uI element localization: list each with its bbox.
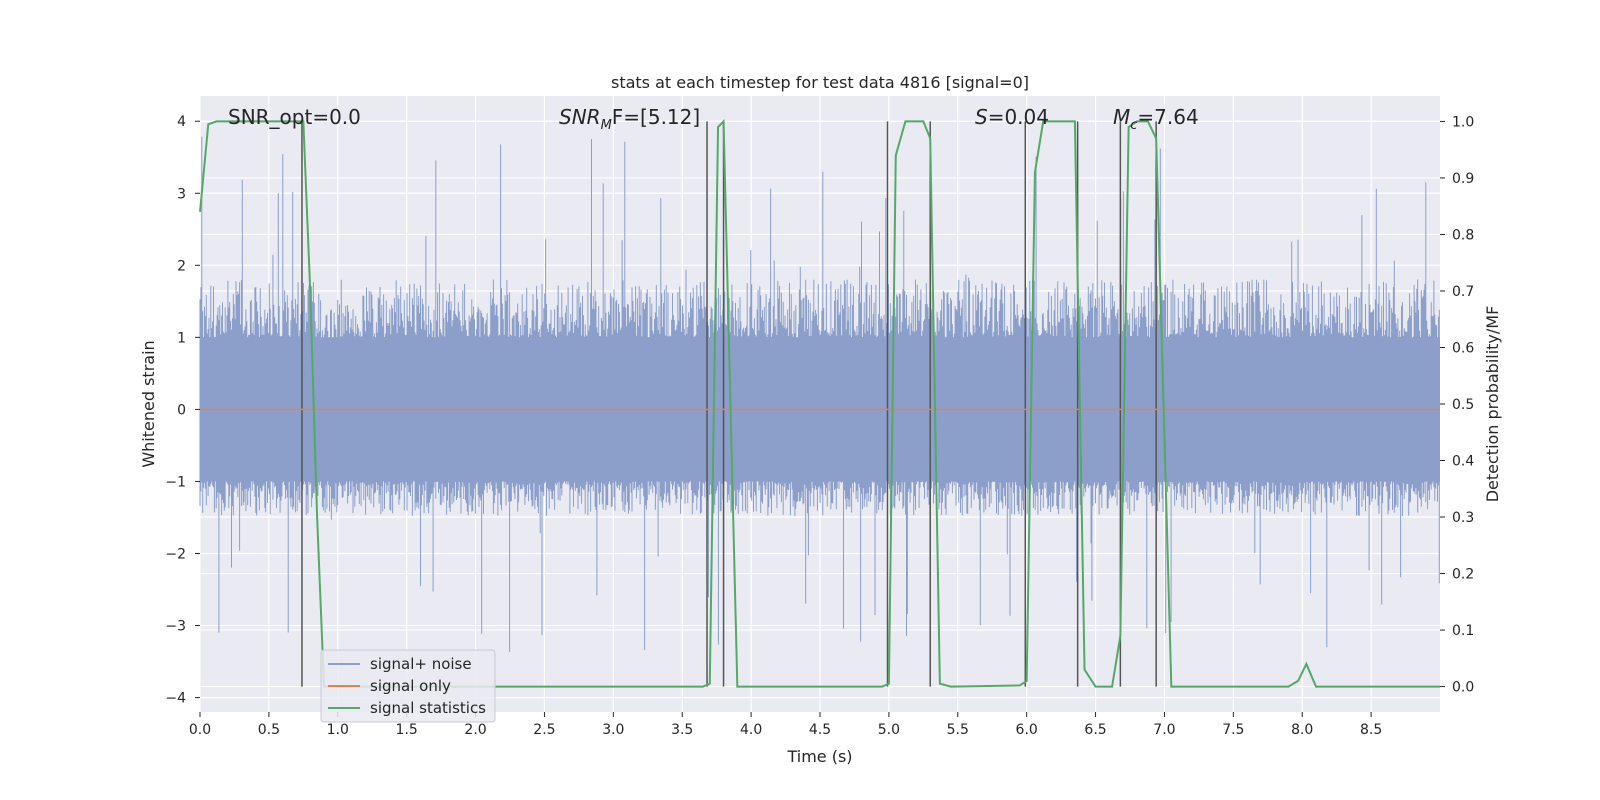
ticks: 0.0 0.5 1.0 1.5 2.0 2.5 3.0 3.5 4.0 4.5 5.0 5.5 6.0 6… [165,114,1474,738]
x-tick-label: 4.0 [740,722,762,738]
x-axis-label: Time (s) [786,747,852,766]
x-tick-label: 0.0 [189,722,211,738]
legend: signal+ noise signal only signal statist… [320,649,496,723]
y-left-tick-label: −1 [165,474,186,490]
annotation-s: S=0.04 [975,105,1049,129]
y-right-tick-label: 0.3 [1452,510,1474,526]
y-axis-right-label: Detection probability/MF [1483,306,1502,503]
y-left-tick-label: 1 [177,330,186,346]
x-tick-label: 3.5 [671,722,693,738]
y-right-tick-label: 0.1 [1452,623,1474,639]
annotation-mc: Mc=7.64 [1113,105,1199,133]
x-tick-label: 7.0 [1153,722,1175,738]
x-tick-label: 2.0 [464,722,486,738]
y-axis-left-label: Whitened strain [139,340,158,467]
annotation-snr-opt: SNR_opt=0.0 [228,105,361,129]
x-tick-label: 3.0 [602,722,624,738]
x-tick-label: 6.0 [1016,722,1038,738]
annotation-mc-suffix: =7.64 [1137,105,1198,129]
y-right-tick-label: 0.7 [1452,284,1474,300]
y-left-tick-label: 2 [177,258,186,274]
y-right-tick-label: 0.5 [1452,397,1474,413]
legend-box [320,649,496,723]
vertical-markers [301,121,1157,687]
legend-label-signal-only: signal only [370,677,451,695]
x-tick-label: 5.5 [947,722,969,738]
x-tick-label: 6.5 [1084,722,1106,738]
x-tick-label: 5.0 [878,722,900,738]
x-tick-label: 0.5 [258,722,280,738]
y-right-tick-label: 0.6 [1452,340,1474,356]
x-tick-label: 2.5 [533,722,555,738]
annotation-snr-mf: SNRMF=[5.12] [559,105,700,133]
y-right-tick-label: 0.9 [1452,171,1474,187]
annotation-snr-mf-sub: M [601,118,612,133]
y-right-tick-label: 0.2 [1452,567,1474,583]
legend-label-signal-noise: signal+ noise [370,655,472,673]
y-right-tick-label: 1.0 [1452,114,1474,130]
y-left-tick-label: −3 [165,619,186,635]
y-left-tick-label: 0 [177,402,186,418]
y-left-tick-label: −2 [165,546,186,562]
x-tick-label: 4.5 [809,722,831,738]
annotation-mc-prefix: M [1113,105,1130,129]
x-tick-label: 8.5 [1360,722,1382,738]
legend-label-signal-statistics: signal statistics [370,699,486,717]
y-left-tick-label: 4 [177,114,186,130]
y-right-tick-label: 0.4 [1452,454,1474,470]
annotation-s-prefix: S [975,105,988,129]
annotation-snr-mf-prefix: SNR [559,105,601,129]
y-left-tick-label: 3 [177,186,186,202]
x-tick-label: 8.0 [1291,722,1313,738]
annotation-s-suffix: =0.04 [988,105,1049,129]
x-tick-label: 1.0 [327,722,349,738]
annotation-snr-mf-suffix: F=[5.12] [612,105,700,129]
annotation-mc-sub: c [1130,118,1137,133]
chart-title: stats at each timestep for test data 481… [611,73,1029,92]
x-tick-label: 1.5 [396,722,418,738]
x-tick-label: 7.5 [1222,722,1244,738]
y-left-tick-label: −4 [165,691,186,707]
y-right-tick-label: 0.8 [1452,227,1474,243]
y-right-tick-label: 0.0 [1452,680,1474,696]
